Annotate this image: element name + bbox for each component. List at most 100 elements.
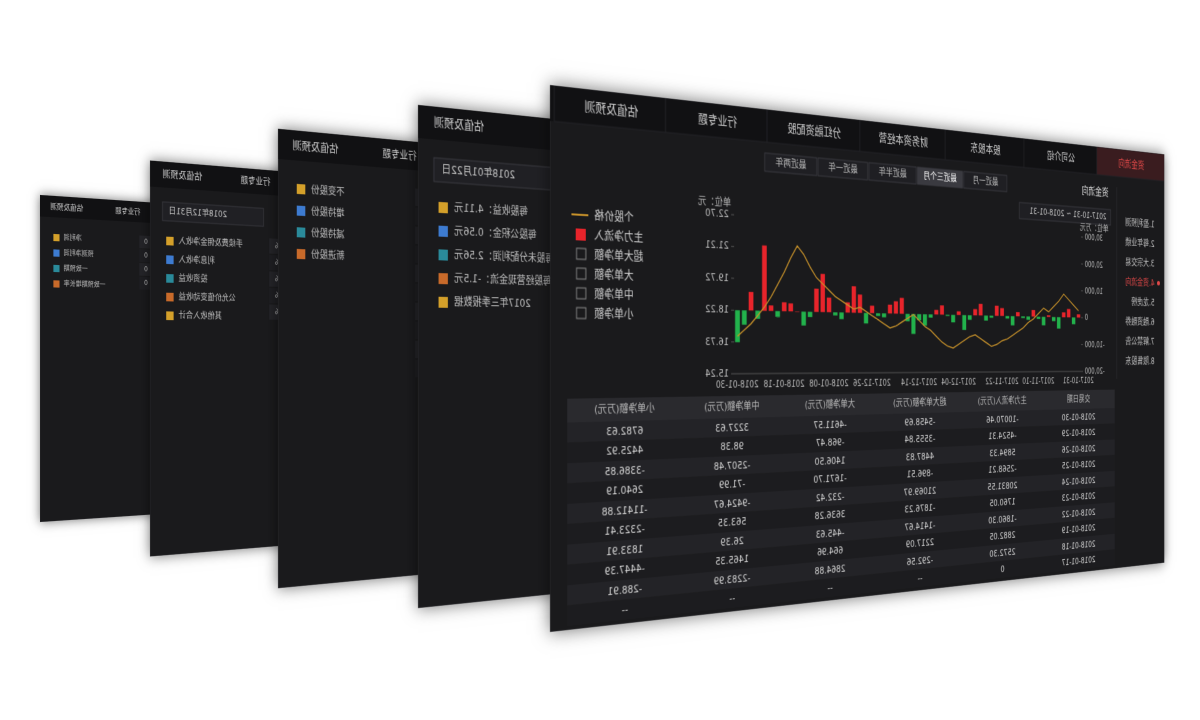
legend-swatch bbox=[53, 249, 59, 256]
item-label: 投资收益 bbox=[178, 272, 207, 284]
y2-tick-label: -20,000 bbox=[1085, 366, 1105, 375]
bar bbox=[1032, 309, 1036, 316]
legend-swatch bbox=[439, 225, 448, 236]
x-tick-label: 2017-12-14 bbox=[901, 377, 937, 387]
table-cell: -- bbox=[729, 593, 735, 605]
table-cell: 0 bbox=[1000, 564, 1004, 575]
panel-canvas: 资金流向公司介绍股本股东财务资本经营分红融资配股行业专题估值及预测1.盈利预测2… bbox=[550, 85, 1164, 632]
table-cell: 2882.05 bbox=[989, 530, 1015, 542]
table-cell: -3555.84 bbox=[904, 434, 935, 446]
cell: 0 bbox=[144, 266, 148, 273]
x-tick-label: 2017-12-26 bbox=[853, 378, 891, 388]
legend-label[interactable]: 中单净额 bbox=[594, 286, 634, 302]
cell: 0 bbox=[144, 252, 148, 259]
legend-swatch bbox=[166, 311, 173, 320]
table-cell: 1760.05 bbox=[989, 497, 1015, 509]
legend-swatch[interactable] bbox=[576, 228, 586, 240]
legend-label[interactable]: 小单净额 bbox=[594, 306, 634, 321]
table-cell: -4611.57 bbox=[813, 419, 846, 431]
bar bbox=[735, 310, 740, 342]
y-tick-label: 15.24 bbox=[705, 368, 729, 380]
y2-tick-label: 20,000 bbox=[1085, 259, 1103, 269]
nav-item[interactable]: 3.大宗交易 bbox=[1125, 256, 1154, 269]
table-header: 交易日期 bbox=[1067, 393, 1090, 405]
table-cell: 21069.97 bbox=[904, 485, 937, 498]
table-cell: -1671.70 bbox=[813, 473, 847, 486]
bar bbox=[742, 310, 747, 324]
table-cell: 664.96 bbox=[817, 545, 843, 558]
item-label: 新进股份 bbox=[311, 247, 344, 261]
table-cell: -10070.46 bbox=[986, 414, 1019, 425]
legend-label[interactable]: 大单净额 bbox=[594, 267, 634, 283]
nav-item[interactable]: 7.解禁公告 bbox=[1125, 335, 1155, 347]
bar bbox=[973, 309, 977, 315]
table-cell: -896.51 bbox=[907, 468, 933, 480]
table-cell: -2568.21 bbox=[988, 464, 1016, 476]
bar bbox=[1000, 308, 1004, 316]
y2-tick-label: -10,000 bbox=[1085, 340, 1105, 349]
nav-item[interactable]: 8.限售股东 bbox=[1125, 355, 1155, 366]
table-cell: 2217.09 bbox=[906, 537, 934, 550]
legend-swatch bbox=[439, 273, 448, 284]
table-cell: -- bbox=[918, 573, 923, 584]
bar bbox=[1052, 317, 1056, 321]
legend-swatch bbox=[297, 227, 306, 237]
bar bbox=[995, 305, 999, 315]
table-cell: 1465.35 bbox=[715, 553, 749, 568]
item-label: 减持股份 bbox=[311, 226, 344, 240]
legend-swatch bbox=[439, 201, 448, 213]
table-cell: -- bbox=[828, 582, 833, 594]
table-cell: 6782.63 bbox=[606, 425, 643, 438]
table-cell: 2018-01-25 bbox=[1062, 459, 1096, 471]
bar bbox=[968, 315, 972, 320]
legend-swatch bbox=[166, 273, 173, 282]
table-cell: 20831.55 bbox=[987, 480, 1017, 492]
cell: 0 bbox=[144, 280, 148, 287]
bar bbox=[858, 294, 862, 312]
table-cell: -232.42 bbox=[816, 491, 845, 504]
bar bbox=[1072, 317, 1075, 324]
table-cell: 3227.63 bbox=[715, 422, 749, 435]
bar bbox=[1067, 308, 1070, 316]
table-cell: -11412.88 bbox=[602, 503, 648, 518]
bar bbox=[782, 302, 787, 311]
nav-item[interactable]: 6.融资融券 bbox=[1125, 315, 1155, 327]
table-cell: -4524.31 bbox=[988, 431, 1016, 442]
legend-swatch bbox=[297, 183, 306, 194]
bar bbox=[808, 311, 812, 316]
table-cell: 2018-01-29 bbox=[1062, 428, 1096, 439]
table-cell: -445.63 bbox=[816, 527, 845, 540]
table-cell: 1406.50 bbox=[814, 455, 845, 468]
bar bbox=[788, 303, 793, 311]
bar bbox=[1057, 317, 1061, 328]
nav-item[interactable]: 4.资金流向 bbox=[1125, 276, 1154, 289]
y2-tick-label: 10,000 bbox=[1085, 286, 1103, 295]
item-label: 增持股份 bbox=[311, 204, 344, 218]
legend-swatch bbox=[297, 248, 306, 258]
table-cell: 3636.28 bbox=[815, 509, 846, 522]
bar bbox=[979, 303, 983, 315]
bar bbox=[762, 245, 767, 310]
front-screen: 资金流向 公司介绍 股本股东 财务资本经营 分红融资配股 行业专题 估值及预测 1.盈利预测 2… bbox=[550, 85, 1164, 632]
table-cell: 563.35 bbox=[718, 516, 746, 530]
bar bbox=[864, 312, 868, 323]
bar bbox=[923, 314, 927, 325]
table-cell: -71.99 bbox=[719, 478, 745, 491]
bar bbox=[894, 301, 898, 313]
bar bbox=[940, 305, 944, 314]
x-tick-label: 2017-11-22 bbox=[985, 376, 1018, 386]
y-tick-label: 22.70 bbox=[705, 207, 729, 220]
table-cell: 26.39 bbox=[721, 535, 744, 548]
item-label: 其他收入合计 bbox=[178, 309, 221, 321]
legend-swatch bbox=[53, 264, 59, 271]
table-cell: 2018-01-24 bbox=[1061, 475, 1095, 487]
table-cell: -1876.23 bbox=[905, 503, 936, 516]
table-cell: 2572.30 bbox=[989, 547, 1015, 560]
item-label: 不变股份 bbox=[311, 183, 344, 198]
table-cell: 5894.33 bbox=[989, 447, 1015, 458]
bar bbox=[984, 315, 988, 320]
nav-item[interactable]: 5.龙虎榜 bbox=[1131, 296, 1155, 308]
legend-swatch bbox=[53, 233, 59, 240]
table-cell: 4425.92 bbox=[606, 444, 643, 458]
bar bbox=[769, 305, 774, 311]
